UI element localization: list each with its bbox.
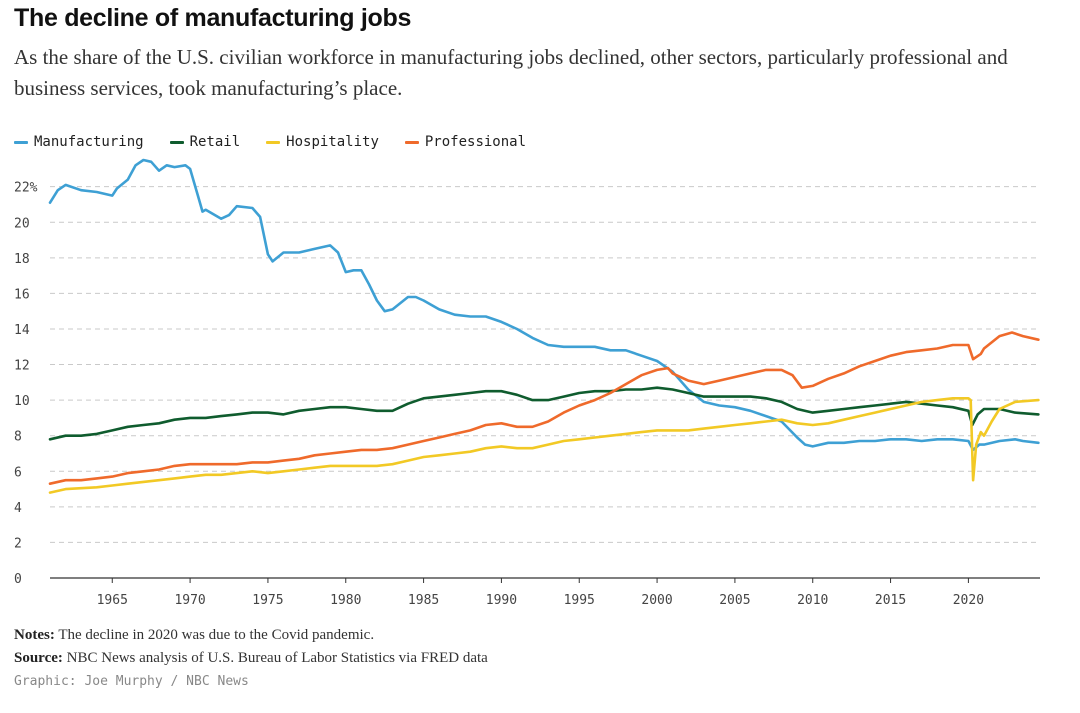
y-tick-label: 2	[14, 536, 22, 551]
y-tick-label: 16	[14, 287, 30, 302]
legend-label-retail: Retail	[189, 134, 241, 150]
x-tick-label: 2005	[719, 593, 750, 608]
legend-item-professional: Professional	[404, 134, 527, 150]
y-tick-label: 14	[14, 323, 30, 338]
y-tick-label: 18	[14, 252, 30, 267]
x-tick-label: 2010	[797, 593, 828, 608]
series-line-hospitality	[48, 397, 1040, 494]
chart-footer: Notes: The decline in 2020 was due to th…	[14, 624, 488, 693]
legend-label-professional: Professional	[424, 134, 527, 150]
legend-label-hospitality: Hospitality	[286, 134, 379, 150]
notes-line: Notes: The decline in 2020 was due to th…	[14, 624, 488, 647]
legend-swatch-manufacturing	[14, 140, 28, 144]
x-tick-label: 1985	[408, 593, 439, 608]
y-tick-label: 6	[14, 465, 22, 480]
axes: 0 2 4 6 8 10 12 14 16 18 20 22% 1965 1970 1975 1980 1985…	[14, 181, 1040, 608]
y-tick-label: 22%	[14, 181, 38, 196]
legend-item-hospitality: Hospitality	[266, 134, 379, 150]
x-tick-label: 2000	[641, 593, 672, 608]
x-tick-label: 1965	[97, 593, 128, 608]
legend-item-manufacturing: Manufacturing	[14, 134, 144, 150]
chart-legend: Manufacturing Retail Hospitality Profess…	[14, 134, 526, 150]
source-text: NBC News analysis of U.S. Bureau of Labo…	[66, 650, 488, 666]
chart-title: The decline of manufacturing jobs	[14, 4, 412, 32]
x-tick-label: 1995	[564, 593, 595, 608]
y-tick-label: 20	[14, 216, 30, 231]
y-tick-label: 0	[14, 572, 22, 587]
series-line-manufacturing	[48, 158, 1040, 452]
notes-label: Notes:	[14, 627, 55, 643]
chart-subtitle: As the share of the U.S. civilian workfo…	[14, 45, 1008, 100]
series-lines	[48, 158, 1040, 494]
source-line: Source: NBC News analysis of U.S. Bureau…	[14, 647, 488, 670]
y-tick-label: 10	[14, 394, 30, 409]
series-line-professional	[48, 331, 1040, 485]
y-tick-label: 4	[14, 501, 22, 516]
gridlines	[50, 186, 1040, 543]
x-tick-label: 1990	[486, 593, 517, 608]
legend-swatch-hospitality	[266, 140, 281, 144]
source-label: Source:	[14, 650, 63, 666]
y-tick-label: 12	[14, 359, 30, 374]
credit-line: Graphic: Joe Murphy / NBC News	[14, 674, 249, 689]
x-tick-label: 1975	[252, 593, 283, 608]
legend-label-manufacturing: Manufacturing	[34, 134, 144, 150]
legend-swatch-professional	[404, 140, 419, 144]
y-tick-label: 8	[14, 430, 22, 445]
series-line-retail	[48, 386, 1040, 441]
x-tick-label: 1970	[174, 593, 205, 608]
x-tick-label: 2015	[875, 593, 906, 608]
x-tick-label: 1980	[330, 593, 361, 608]
x-tick-label: 2020	[953, 593, 984, 608]
notes-text: The decline in 2020 was due to the Covid…	[58, 627, 375, 643]
legend-swatch-retail	[169, 140, 184, 144]
legend-item-retail: Retail	[169, 134, 241, 150]
